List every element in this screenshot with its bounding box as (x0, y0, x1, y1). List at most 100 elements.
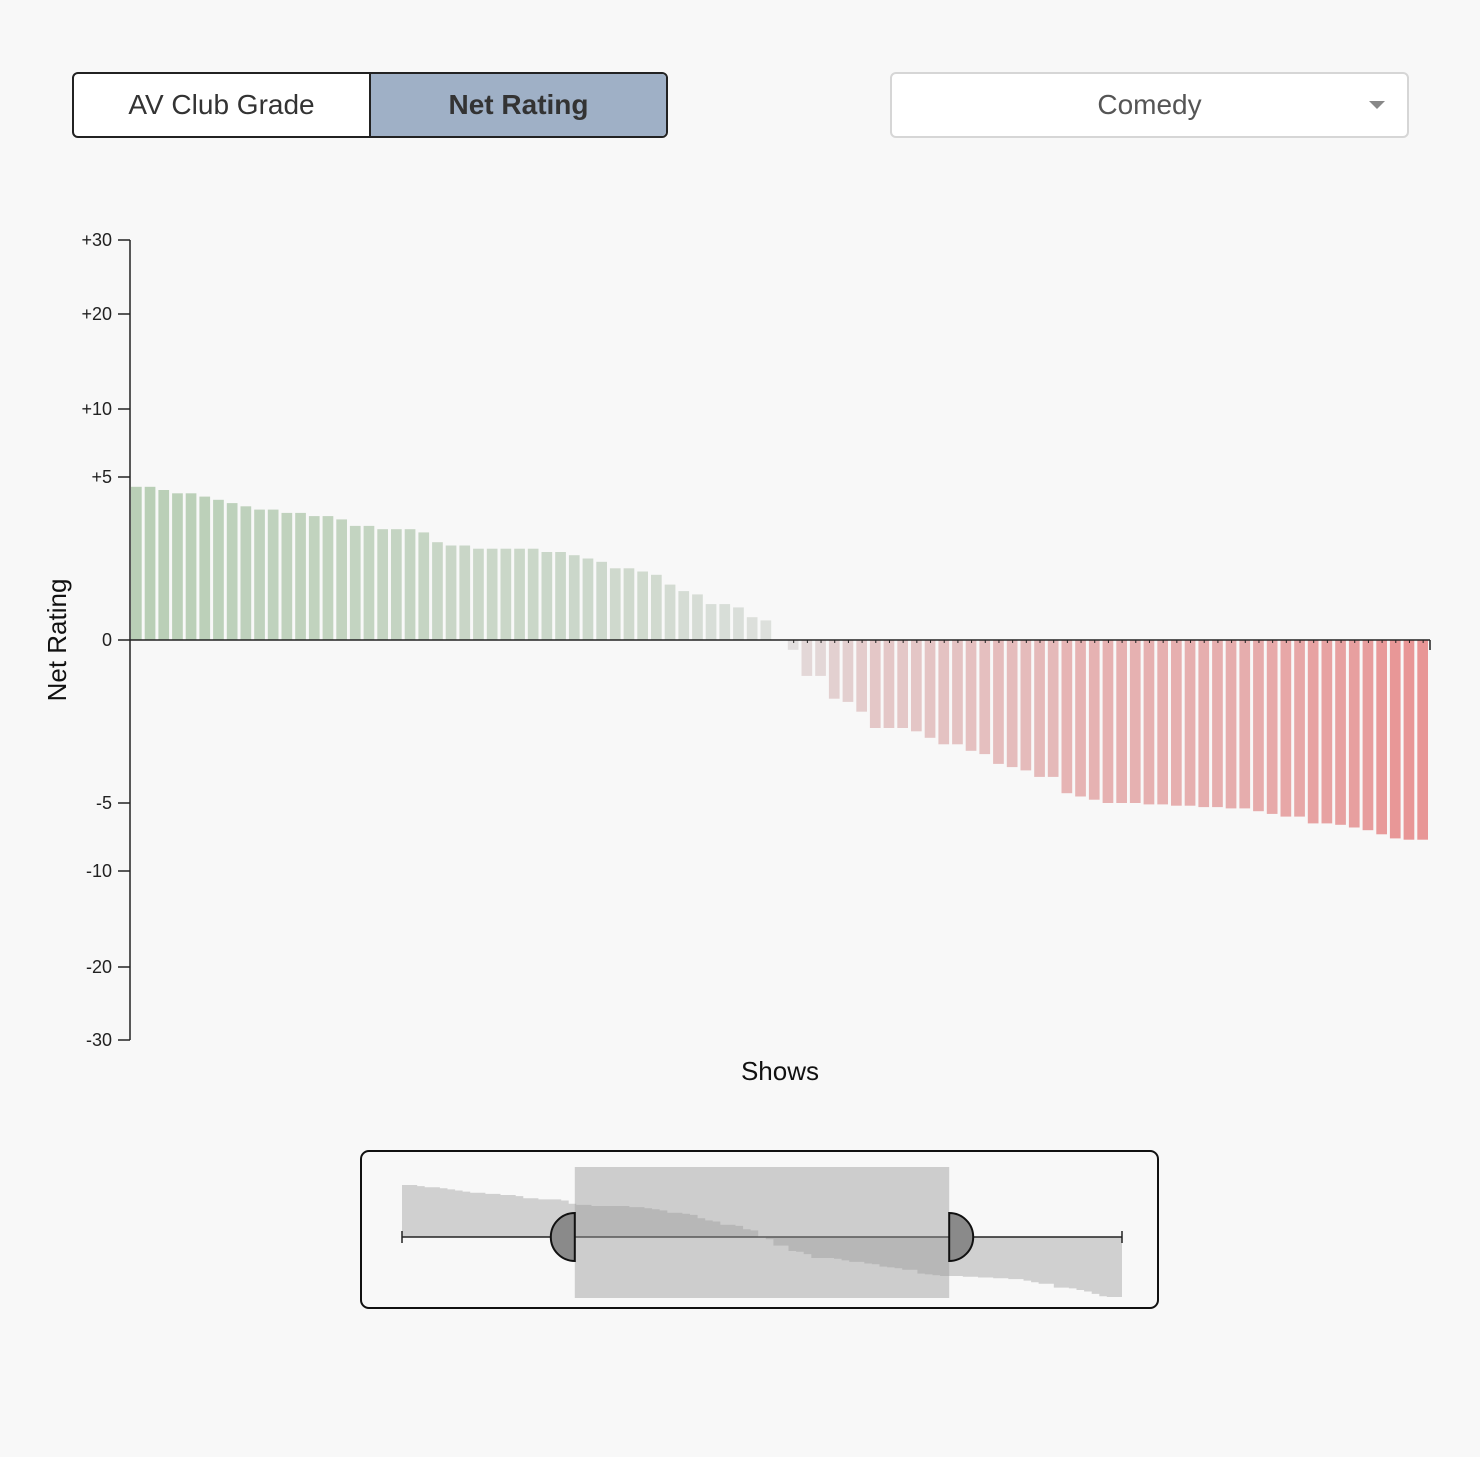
bar (158, 490, 170, 640)
bar (254, 509, 265, 640)
bar (1047, 640, 1059, 777)
brush-area (402, 1185, 1122, 1297)
bar (432, 542, 443, 640)
bar (1198, 640, 1210, 808)
bar (883, 640, 895, 728)
range-brush (360, 1150, 1159, 1309)
y-tick-label: -5 (96, 793, 112, 813)
bar (678, 591, 690, 640)
bar (979, 640, 991, 755)
bar (1417, 640, 1428, 840)
bar (705, 604, 717, 640)
brush-handle-right[interactable] (948, 1211, 975, 1263)
bar (1184, 640, 1196, 806)
bar (226, 503, 238, 640)
bar (295, 512, 306, 640)
metric-toggle: AV Club Grade Net Rating (72, 72, 668, 138)
bar (281, 512, 293, 640)
bar (1253, 640, 1264, 812)
y-tick-label: 0 (102, 630, 112, 650)
net-rating-button[interactable]: Net Rating (369, 74, 666, 136)
bar (993, 640, 1004, 764)
bar (760, 620, 772, 640)
av-club-grade-button[interactable]: AV Club Grade (128, 89, 315, 120)
net-rating-bar-chart: +30 +20 +10 +5 0 -5 -10 -20 -30 Shows Net Rating (42, 230, 1431, 1086)
bar (746, 617, 758, 640)
bar (1157, 640, 1168, 805)
brush-selection[interactable] (574, 1167, 950, 1298)
bar (1266, 640, 1278, 814)
y-tick-label: -10 (86, 861, 112, 881)
bar (213, 499, 224, 640)
bar (377, 529, 388, 640)
bar (473, 548, 484, 640)
bar (842, 640, 854, 702)
brush-handle-left[interactable] (549, 1211, 576, 1263)
bar (1403, 640, 1415, 840)
bar (856, 640, 867, 712)
bar (1143, 640, 1155, 805)
bar (952, 640, 963, 745)
bar (801, 640, 813, 676)
bar (514, 548, 525, 640)
bar (1362, 640, 1374, 831)
bar (1171, 640, 1182, 806)
bar (459, 545, 471, 640)
bar (1239, 640, 1251, 809)
bar (965, 640, 977, 751)
bar (596, 561, 607, 640)
bar (267, 509, 279, 640)
bar (609, 568, 621, 640)
bar (185, 493, 197, 640)
bar (582, 558, 594, 640)
bar (1006, 640, 1018, 768)
bar (418, 532, 430, 640)
y-tick-label: +10 (81, 399, 112, 419)
bar (733, 607, 744, 640)
bar (308, 516, 320, 640)
bar (1129, 640, 1141, 803)
bar (911, 640, 922, 732)
brush-frame (360, 1150, 1159, 1309)
bar (363, 525, 375, 640)
bar (527, 548, 539, 640)
bar (623, 568, 635, 640)
bar (1307, 640, 1319, 824)
x-axis-label: Shows (741, 1056, 819, 1086)
bar (1280, 640, 1292, 817)
y-tick-label: +5 (91, 467, 112, 487)
genre-dropdown[interactable]: Comedy (890, 72, 1409, 138)
bar (869, 640, 881, 728)
bar (445, 545, 457, 640)
bar (1335, 640, 1346, 825)
bar (349, 525, 361, 640)
bar (555, 552, 566, 640)
bar (1321, 640, 1333, 824)
bar (1034, 640, 1045, 777)
bar (500, 548, 512, 640)
bar (1116, 640, 1127, 803)
bar (568, 555, 580, 640)
bar (1061, 640, 1073, 794)
bar (404, 529, 416, 640)
bar (199, 496, 211, 640)
y-tick-label: +30 (81, 230, 112, 250)
y-tick-label: -20 (86, 957, 112, 977)
genre-dropdown-value: Comedy (1097, 89, 1202, 120)
bar (897, 640, 908, 728)
bar (240, 506, 252, 640)
bar (787, 640, 799, 650)
bar (1294, 640, 1305, 817)
bar (692, 594, 703, 640)
bar (1075, 640, 1086, 797)
bar (924, 640, 936, 738)
bar (651, 574, 662, 640)
bar (1088, 640, 1100, 800)
bar (322, 516, 334, 640)
bar (1376, 640, 1387, 835)
bar (1225, 640, 1237, 809)
bar (486, 548, 498, 640)
chevron-down-icon (1369, 101, 1385, 109)
bar (1389, 640, 1401, 839)
bar (131, 486, 142, 640)
